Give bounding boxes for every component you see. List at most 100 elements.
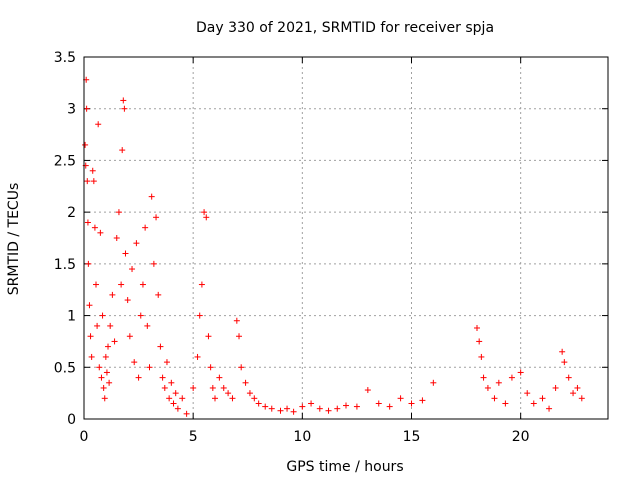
data-point (478, 353, 485, 360)
data-point (87, 333, 94, 340)
data-point (183, 410, 190, 417)
data-point (84, 178, 91, 185)
data-point (179, 395, 186, 402)
data-point (517, 369, 524, 376)
data-point (530, 400, 537, 407)
data-point (82, 141, 89, 148)
data-point (480, 374, 487, 381)
data-point (225, 390, 232, 397)
data-point (194, 353, 201, 360)
data-point (299, 403, 306, 410)
data-point (578, 395, 585, 402)
data-point (255, 400, 262, 407)
data-point (129, 266, 136, 273)
data-point (233, 317, 240, 324)
data-point (126, 333, 133, 340)
data-point (508, 374, 515, 381)
data-point (153, 214, 160, 221)
y-tick-label: 0.5 (54, 360, 76, 376)
data-point (277, 407, 284, 414)
data-point (166, 395, 173, 402)
data-point (474, 324, 480, 331)
data-point (155, 291, 162, 298)
data-point (552, 384, 559, 391)
data-point (290, 408, 297, 415)
data-point (120, 97, 127, 104)
data-point (408, 400, 415, 407)
data-point (163, 359, 170, 366)
data-point (97, 229, 104, 236)
data-point (172, 390, 179, 397)
data-point (343, 402, 349, 409)
data-point (98, 374, 105, 381)
data-point (139, 281, 146, 288)
data-point (236, 333, 243, 340)
data-point (121, 105, 128, 112)
data-point (524, 390, 531, 397)
data-point (203, 214, 210, 221)
data-point (96, 364, 103, 371)
y-tick-label: 1.5 (54, 257, 76, 273)
y-tick-label: 1 (67, 309, 76, 325)
data-point (142, 224, 149, 231)
data-point (107, 322, 114, 329)
data-point (397, 395, 404, 402)
data-point (105, 343, 112, 350)
data-point (419, 397, 426, 404)
data-point (168, 379, 175, 386)
data-point (88, 353, 95, 360)
data-point (316, 405, 323, 412)
x-axis-label: GPS time / hours (286, 459, 403, 475)
data-point (161, 384, 168, 391)
data-point (118, 281, 125, 288)
data-point (190, 384, 197, 391)
data-point (100, 384, 107, 391)
data-point (229, 395, 236, 402)
plot-frame (83, 56, 609, 420)
data-point (216, 374, 223, 381)
x-tick-label: 10 (293, 429, 311, 445)
data-point (84, 219, 91, 226)
grid-lines (84, 57, 608, 419)
data-point (146, 364, 153, 371)
data-point (268, 405, 275, 412)
data-point (238, 364, 245, 371)
data-point (113, 235, 120, 241)
data-point (212, 395, 218, 402)
y-tick-label: 3 (67, 102, 76, 118)
data-point (174, 405, 181, 412)
x-tick-label: 20 (512, 429, 530, 445)
data-point (85, 260, 92, 267)
data-point (159, 374, 166, 381)
data-point (89, 167, 96, 174)
data-point (122, 250, 129, 257)
data-point (246, 390, 253, 397)
data-point (502, 400, 509, 407)
data-point (170, 400, 177, 407)
data-point (559, 348, 566, 355)
x-tick-label: 5 (189, 429, 198, 445)
data-point (209, 384, 216, 391)
data-point (495, 379, 502, 386)
data-point (561, 359, 568, 366)
y-tick-label: 0 (67, 412, 76, 428)
data-point (574, 384, 581, 391)
data-point (284, 405, 291, 412)
data-point (109, 291, 116, 298)
y-tick-label: 2 (67, 205, 76, 221)
data-point (131, 359, 138, 366)
data-point (491, 395, 498, 402)
data-point (102, 353, 109, 360)
data-point (144, 322, 151, 329)
data-point (353, 403, 360, 410)
data-point (86, 302, 93, 309)
data-point (570, 390, 577, 397)
data-point (207, 364, 214, 371)
x-tick-label: 0 (80, 429, 89, 445)
data-point (148, 193, 155, 200)
data-point (325, 407, 332, 414)
data-point (546, 405, 553, 412)
data-point (205, 333, 212, 340)
data-point (484, 384, 491, 391)
